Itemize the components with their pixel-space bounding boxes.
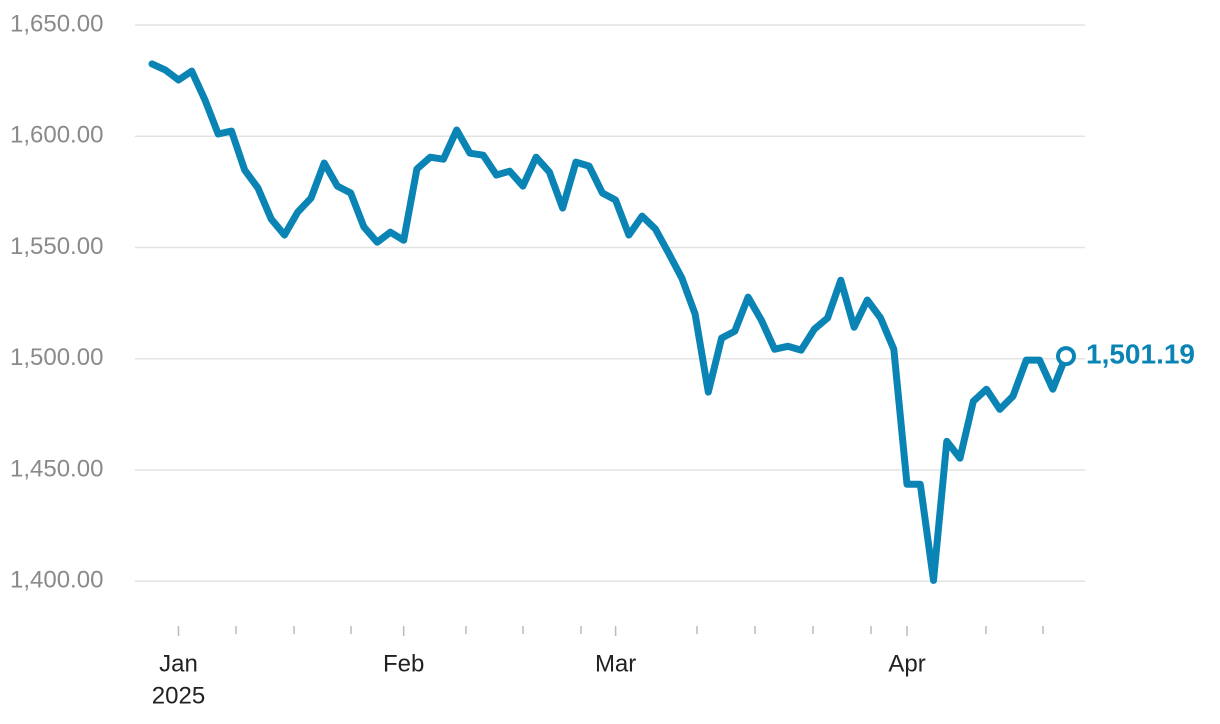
line	[148, 60, 1070, 584]
x-tick-label: Apr	[888, 650, 925, 677]
y-tick-label: 1,650.00	[10, 10, 103, 37]
y-tick-label: 1,550.00	[10, 233, 103, 260]
y-tick-label: 1,400.00	[10, 567, 103, 594]
x-year-label: 2025	[152, 682, 205, 709]
x-tick-label: Feb	[383, 650, 424, 677]
end-marker	[1056, 346, 1076, 367]
y-tick-label: 1,500.00	[10, 344, 103, 371]
minor-ticks	[235, 626, 1044, 634]
value-label: 1,501.19	[1086, 339, 1195, 370]
x-tick-label: Mar	[595, 650, 636, 677]
x-tick-label: Jan	[159, 650, 198, 677]
y-tick-label: 1,450.00	[10, 455, 103, 482]
y-tick-label: 1,600.00	[10, 122, 103, 149]
